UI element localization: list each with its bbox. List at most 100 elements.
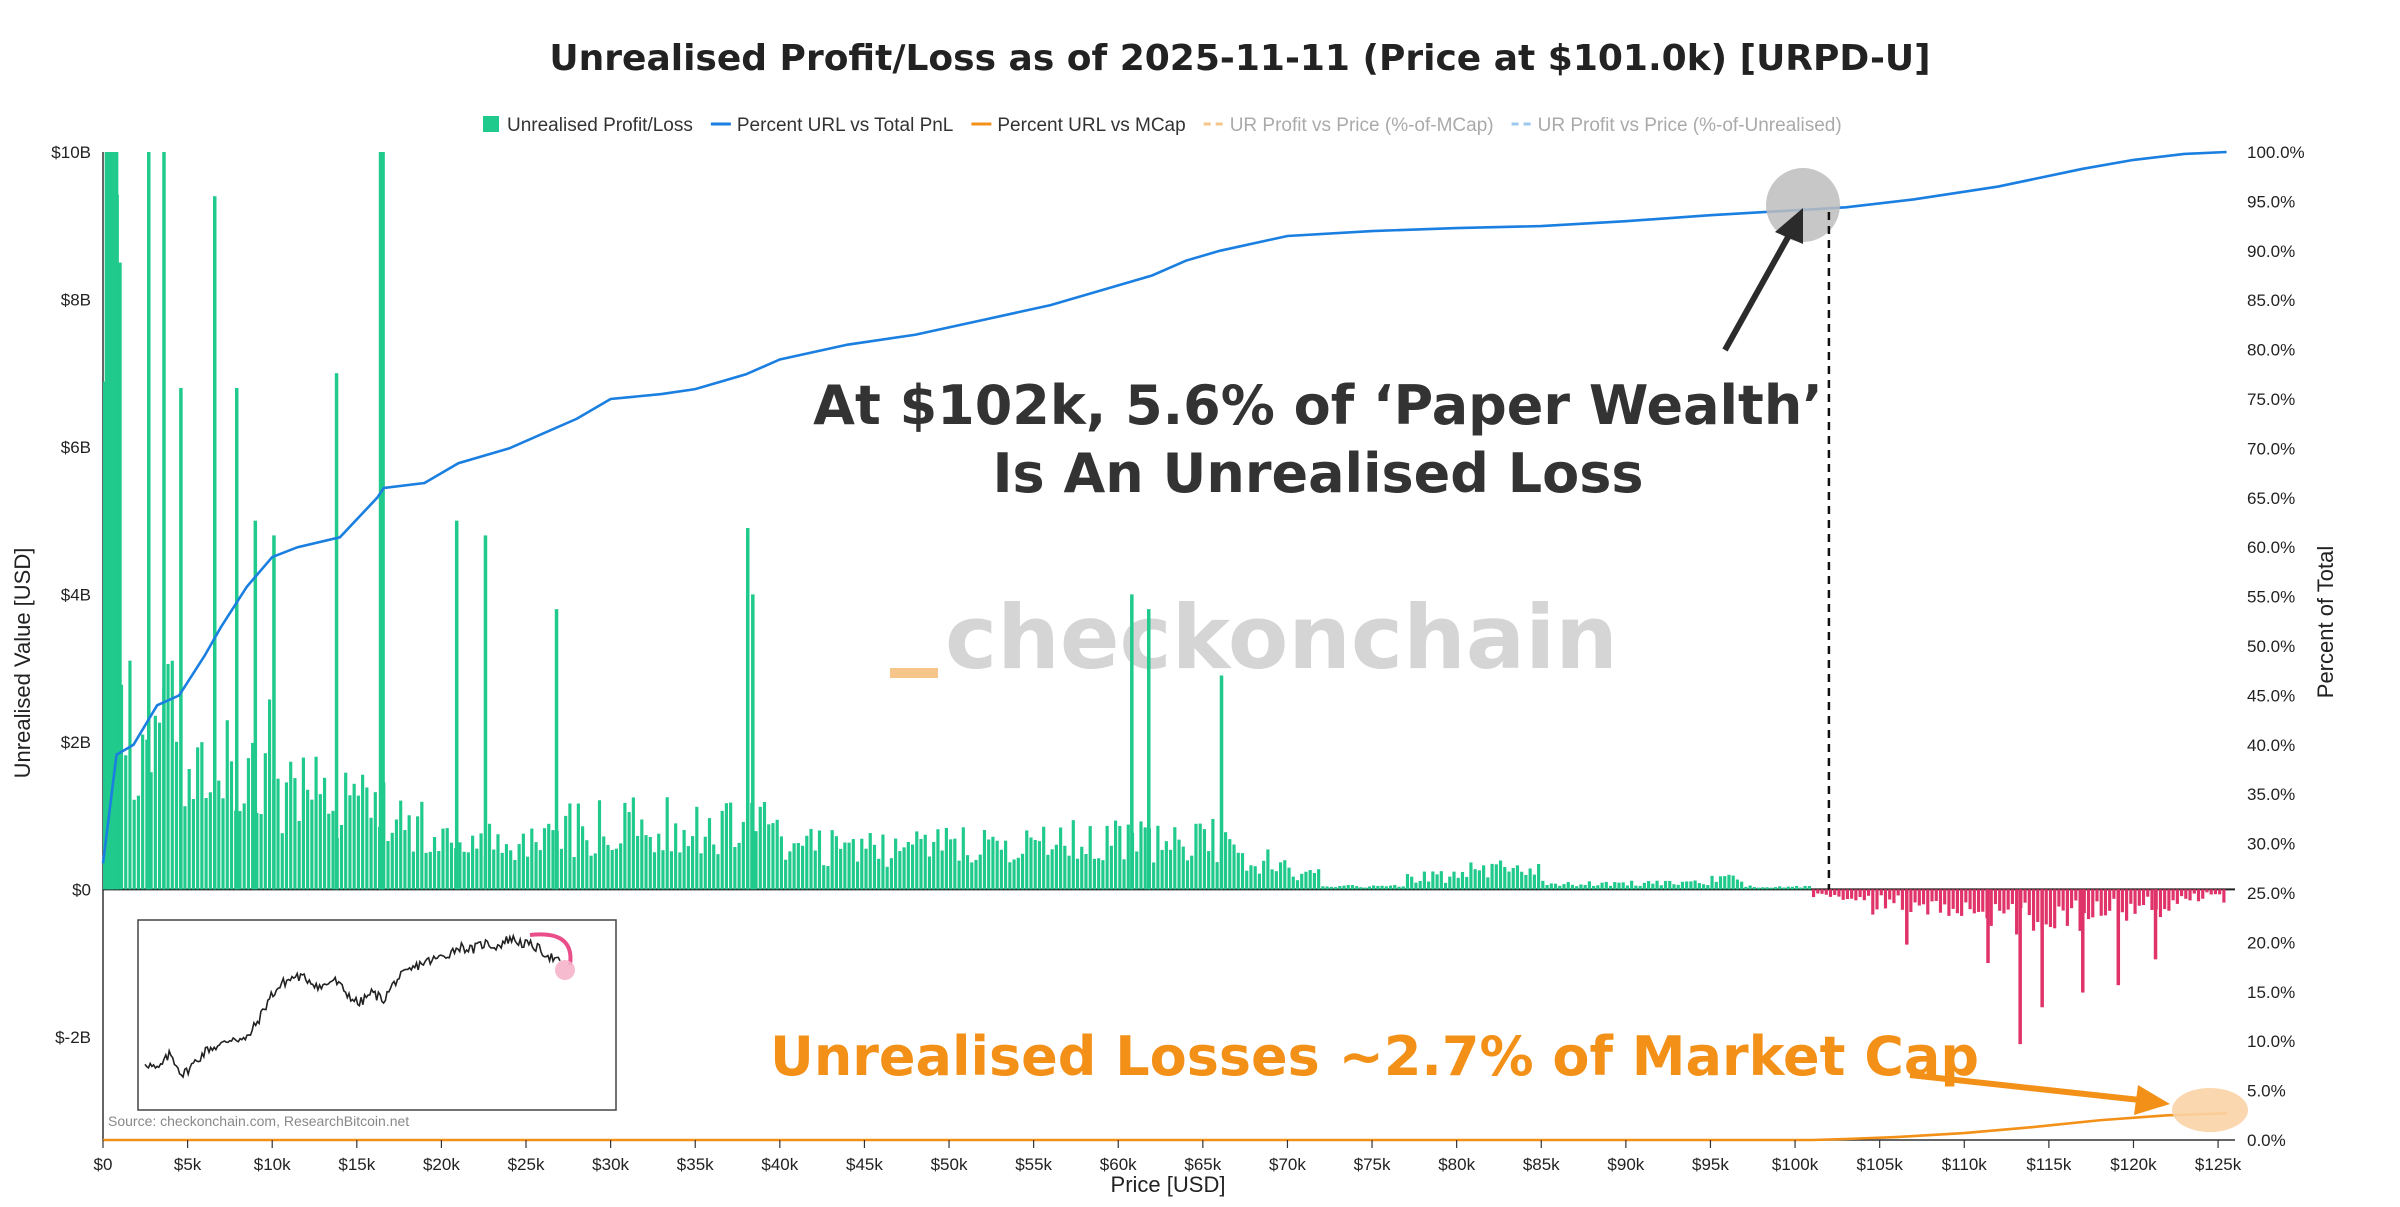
profit-bar <box>1249 865 1253 890</box>
profit-bar <box>559 848 564 890</box>
profit-bar <box>1126 824 1130 890</box>
highlight-circle-orange <box>2172 1088 2248 1132</box>
profit-bar <box>386 841 390 890</box>
profit-bar <box>788 851 792 890</box>
x-tick-label: $125k <box>2195 1155 2242 1174</box>
profit-bar <box>699 853 703 890</box>
profit-bar <box>1101 860 1105 890</box>
profit-bar <box>259 814 263 890</box>
profit-bar <box>1262 860 1266 890</box>
profit-bar <box>1207 851 1211 890</box>
profit-bar <box>1621 882 1625 890</box>
profit-bar <box>1600 882 1604 890</box>
profit-bar <box>1579 884 1583 890</box>
profit-bar <box>1795 885 1799 890</box>
loss-bar <box>1917 889 1921 906</box>
profit-bar <box>1152 862 1156 890</box>
loss-bar <box>1888 889 1892 900</box>
profit-bar <box>1465 876 1469 890</box>
profit-bar <box>910 844 915 890</box>
paper-wealth-line2: Is An Unrealised Loss <box>992 442 1643 505</box>
profit-bar <box>471 835 475 890</box>
profit-bar <box>1185 860 1190 890</box>
loss-spike <box>2153 889 2158 960</box>
loss-bar <box>2027 889 2031 916</box>
annotation-arrow-head <box>1775 208 1803 244</box>
loss-bar <box>2137 889 2141 906</box>
profit-bar <box>1173 827 1177 890</box>
inset-price-chart <box>137 919 617 1111</box>
profit-bar <box>1359 887 1363 890</box>
loss-bar <box>1955 889 1959 914</box>
source-credit: Source: checkonchain.com, ResearchBitcoi… <box>108 1113 409 1129</box>
x-tick-label: $90k <box>1607 1155 1644 1174</box>
loss-bar <box>2099 889 2103 916</box>
loss-bar <box>1816 889 1820 894</box>
loss-bar <box>2222 889 2226 903</box>
profit-bar <box>306 789 310 890</box>
profit-bar <box>1181 846 1185 890</box>
profit-bar <box>1494 864 1498 890</box>
y2-tick-label: 65.0% <box>2247 489 2295 508</box>
loss-bar <box>2002 889 2006 914</box>
loss-bar <box>1900 889 1904 910</box>
profit-bar <box>970 862 974 890</box>
profit-bar <box>585 840 589 890</box>
profit-bar <box>1748 885 1752 890</box>
loss-bar <box>2010 889 2014 904</box>
profit-bar <box>822 865 826 890</box>
y2-tick-label: 15.0% <box>2247 983 2295 1002</box>
profit-bar <box>872 844 877 890</box>
profit-bar <box>919 838 923 890</box>
loss-bar <box>2065 889 2069 926</box>
profit-bar <box>466 852 470 890</box>
profit-bar <box>1566 882 1570 890</box>
profit-bar <box>1156 825 1160 890</box>
profit-bar <box>1177 839 1181 890</box>
loss-bar <box>1993 889 1998 905</box>
loss-bar <box>1943 889 1947 905</box>
profit-bar <box>847 842 851 890</box>
profit-bar <box>242 803 246 890</box>
profit-bar <box>1054 844 1058 890</box>
profit-bar <box>1469 862 1473 890</box>
profit-bar <box>1198 823 1202 890</box>
profit-bar <box>187 768 191 890</box>
x-tick-label: $55k <box>1015 1155 1052 1174</box>
loss-bar <box>1850 889 1854 899</box>
profit-bar <box>1304 871 1308 890</box>
highlight-circle-grey <box>1766 168 1840 242</box>
profit-bar <box>974 859 978 890</box>
profit-bar <box>669 851 674 890</box>
profit-bar <box>407 815 411 890</box>
profit-bar <box>504 844 509 890</box>
loss-bar <box>1947 889 1951 916</box>
profit-bar <box>1317 869 1321 890</box>
profit-bar <box>1008 862 1012 890</box>
profit-bar <box>1202 829 1207 890</box>
profit-bar <box>758 806 762 890</box>
profit-bar <box>1075 858 1080 890</box>
profit-bar <box>775 819 779 890</box>
profit-spike <box>253 520 258 890</box>
profit-bar <box>1634 885 1638 890</box>
profit-spike <box>381 152 385 890</box>
profit-bar <box>1342 885 1346 890</box>
profit-bar <box>445 828 449 890</box>
profit-bar <box>200 742 204 890</box>
y2-tick-label: 25.0% <box>2247 884 2295 903</box>
profit-bar <box>1630 880 1634 890</box>
profit-bar <box>1769 887 1773 890</box>
profit-bar <box>1092 858 1097 890</box>
profit-bar <box>1291 876 1295 890</box>
profit-bar <box>475 848 479 890</box>
profit-bar <box>839 848 843 890</box>
profit-bar <box>403 830 407 890</box>
profit-bar <box>103 381 107 890</box>
profit-bar <box>1295 880 1300 890</box>
profit-bar <box>356 795 360 890</box>
profit-bar <box>1367 886 1371 890</box>
profit-bar <box>944 827 948 890</box>
legend-label: Percent URL vs Total PnL <box>737 115 954 136</box>
x-tick-label: $105k <box>1857 1155 1904 1174</box>
